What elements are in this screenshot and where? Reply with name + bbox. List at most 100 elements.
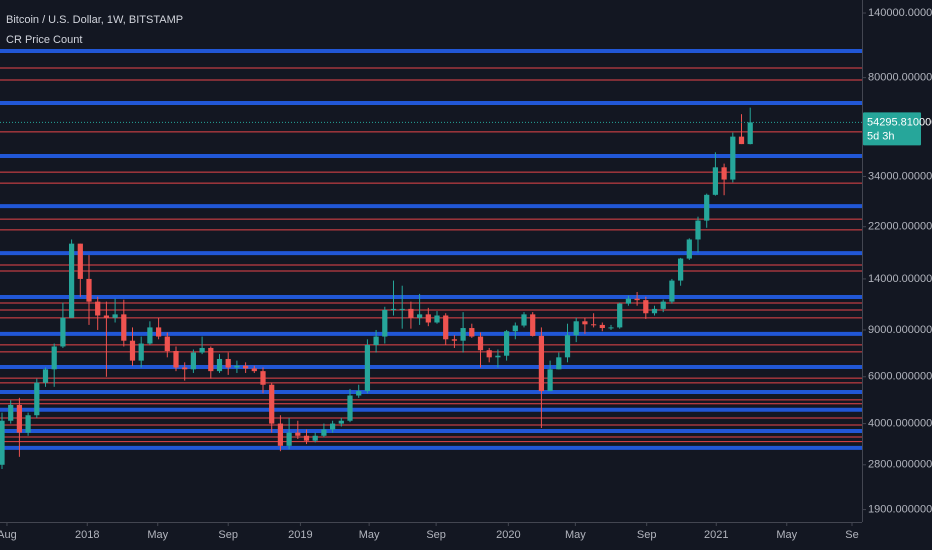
candle-body	[503, 331, 510, 356]
y-tick-label: 14000.0000000	[868, 273, 932, 285]
y-tick-label: 34000.0000000	[868, 170, 932, 182]
candle-body	[599, 324, 605, 329]
y-tick-label: 6000.0000000	[868, 371, 932, 383]
candle-body	[242, 365, 249, 369]
y-tick-label: 1900.0000000	[868, 503, 932, 515]
x-tick-label: Se	[845, 529, 858, 541]
candle-body	[347, 395, 353, 421]
candle-body	[86, 278, 92, 302]
candle-body	[695, 220, 701, 240]
x-tick-label: May	[565, 529, 586, 541]
countdown-label: 5d 3h	[867, 130, 895, 142]
x-tick-label: 2020	[496, 529, 520, 541]
candle-body	[42, 369, 49, 383]
candle-body	[68, 243, 75, 318]
candle-body	[634, 298, 640, 301]
candle-body	[34, 382, 40, 416]
x-tick-label: 2021	[704, 529, 728, 541]
candle-body	[556, 357, 562, 370]
x-tick-label: Sep	[218, 529, 238, 541]
candle-body	[129, 340, 136, 361]
candle-body	[329, 423, 336, 430]
candle-body	[121, 314, 127, 341]
y-tick-label: 4000.0000000	[868, 417, 932, 429]
last-price-label: 54295.8100000	[867, 116, 932, 128]
candle-body	[686, 239, 692, 259]
candle-body	[747, 122, 753, 145]
candle-body	[512, 325, 518, 332]
candle-body	[416, 314, 423, 318]
y-tick-label: 22000.0000000	[868, 221, 932, 233]
candle-body	[617, 303, 623, 328]
x-tick-label: May	[147, 529, 168, 541]
y-tick-label: 2800.0000000	[868, 459, 932, 471]
candle-body	[321, 429, 327, 436]
candle-body	[721, 167, 727, 180]
candle-body	[425, 314, 431, 323]
candle-body	[225, 358, 231, 368]
candle-body	[408, 308, 414, 318]
candle-body	[138, 343, 144, 361]
candle-body	[643, 300, 649, 314]
candle-body	[564, 335, 571, 358]
candle-body	[669, 280, 675, 302]
candle-body	[373, 336, 379, 345]
indicator-name: CR Price Count	[6, 34, 82, 46]
x-tick-label: May	[359, 529, 380, 541]
candle-body	[460, 328, 466, 341]
candle-body	[521, 314, 527, 326]
candle-body	[356, 391, 362, 396]
candle-body	[451, 339, 458, 341]
candle-body	[286, 432, 292, 446]
candle-body	[155, 327, 162, 337]
candle-body	[60, 317, 66, 347]
candle-body	[399, 308, 405, 310]
candle-body	[312, 435, 318, 441]
candle-body	[590, 324, 597, 326]
candle-body	[390, 308, 397, 310]
candle-body	[25, 415, 31, 433]
chart-title: Bitcoin / U.S. Dollar, 1W, BITSTAMP	[6, 14, 183, 26]
candle-body	[251, 368, 257, 372]
candle-body	[538, 335, 545, 392]
candle-body	[712, 167, 719, 195]
candle-body	[364, 344, 371, 392]
candle-body	[0, 420, 5, 465]
x-tick-label: 2018	[75, 529, 99, 541]
y-tick-label: 80000.0000000	[868, 72, 932, 84]
x-tick-label: Aug	[0, 529, 17, 541]
candle-body	[190, 352, 197, 370]
y-tick-label: 140000.0000000	[868, 7, 932, 19]
candle-body	[269, 384, 275, 424]
candle-body	[260, 371, 266, 385]
candle-body	[660, 301, 666, 309]
candle-body	[573, 321, 579, 336]
candle-body	[303, 435, 310, 441]
candle-body	[582, 321, 588, 325]
candle-body	[95, 301, 101, 316]
candle-body	[704, 194, 710, 221]
candle-body	[434, 315, 440, 323]
candle-body	[112, 314, 118, 318]
last-price-box	[863, 112, 921, 146]
candle-body	[495, 355, 501, 358]
candle-body	[208, 347, 214, 372]
x-tick-label: Sep	[426, 529, 446, 541]
candle-body	[530, 314, 536, 336]
candle-body	[277, 423, 284, 446]
x-tick-label: Sep	[637, 529, 657, 541]
candle-body	[486, 350, 492, 358]
candle-body	[382, 309, 388, 337]
candle-body	[147, 327, 153, 344]
candle-body	[77, 243, 83, 279]
candle-body	[51, 346, 57, 370]
candle-body	[730, 136, 736, 180]
candle-body	[677, 258, 684, 281]
candle-body	[199, 347, 205, 353]
y-tick-label: 9000.0000000	[868, 324, 932, 336]
candle-body	[469, 328, 475, 337]
candle-body	[477, 336, 484, 351]
candle-body	[103, 315, 110, 318]
